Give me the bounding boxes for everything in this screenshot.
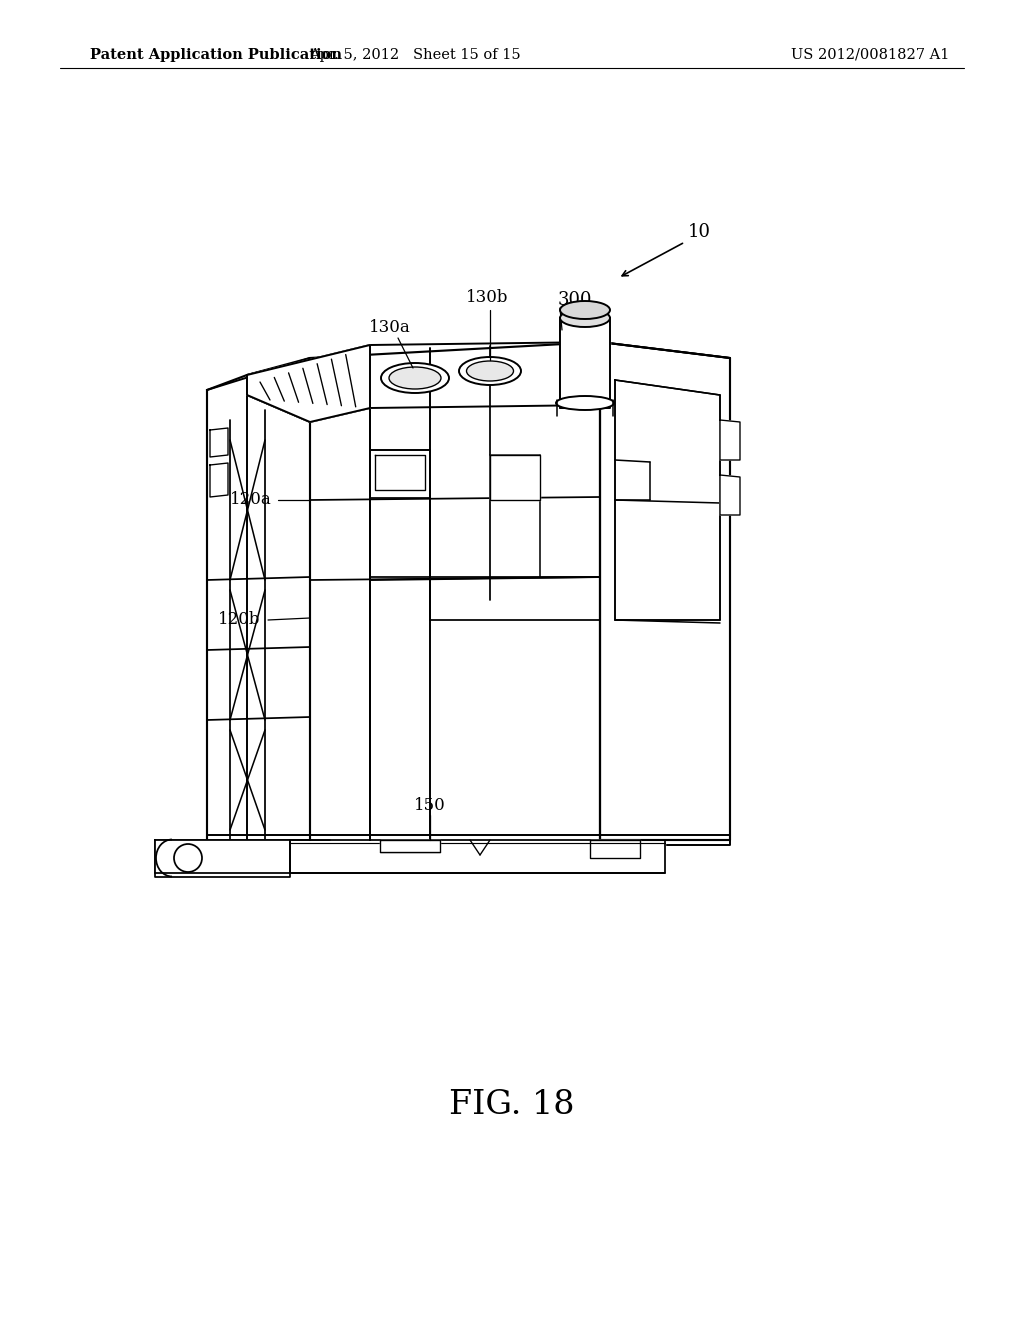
Ellipse shape [381,363,449,393]
Text: 300: 300 [558,290,593,309]
Ellipse shape [389,367,441,389]
Polygon shape [207,358,310,840]
Polygon shape [247,345,370,422]
Ellipse shape [174,843,202,873]
Text: Apr. 5, 2012   Sheet 15 of 15: Apr. 5, 2012 Sheet 15 of 15 [309,48,521,62]
Text: 120b: 120b [217,611,260,628]
Text: FIG. 18: FIG. 18 [450,1089,574,1121]
Polygon shape [207,836,730,845]
Text: 150: 150 [414,796,445,813]
Polygon shape [490,455,540,500]
Ellipse shape [560,301,610,319]
Polygon shape [155,840,665,873]
Text: US 2012/0081827 A1: US 2012/0081827 A1 [791,48,949,62]
Text: 130b: 130b [466,289,508,306]
Text: Patent Application Publication: Patent Application Publication [90,48,342,62]
Polygon shape [210,463,228,498]
Ellipse shape [556,396,614,411]
Polygon shape [615,380,720,620]
Polygon shape [375,455,425,490]
Polygon shape [600,342,730,840]
Polygon shape [370,342,600,408]
Polygon shape [210,428,228,457]
Polygon shape [590,840,640,858]
Ellipse shape [459,356,521,385]
Polygon shape [380,840,440,851]
Polygon shape [155,840,290,876]
Polygon shape [720,475,740,515]
Ellipse shape [467,360,513,381]
Ellipse shape [560,309,610,327]
Text: 130a: 130a [369,319,411,337]
Text: 10: 10 [688,223,711,242]
Text: 120a: 120a [230,491,272,508]
Polygon shape [247,345,370,422]
Polygon shape [600,342,730,840]
Polygon shape [720,420,740,459]
Polygon shape [560,318,610,408]
